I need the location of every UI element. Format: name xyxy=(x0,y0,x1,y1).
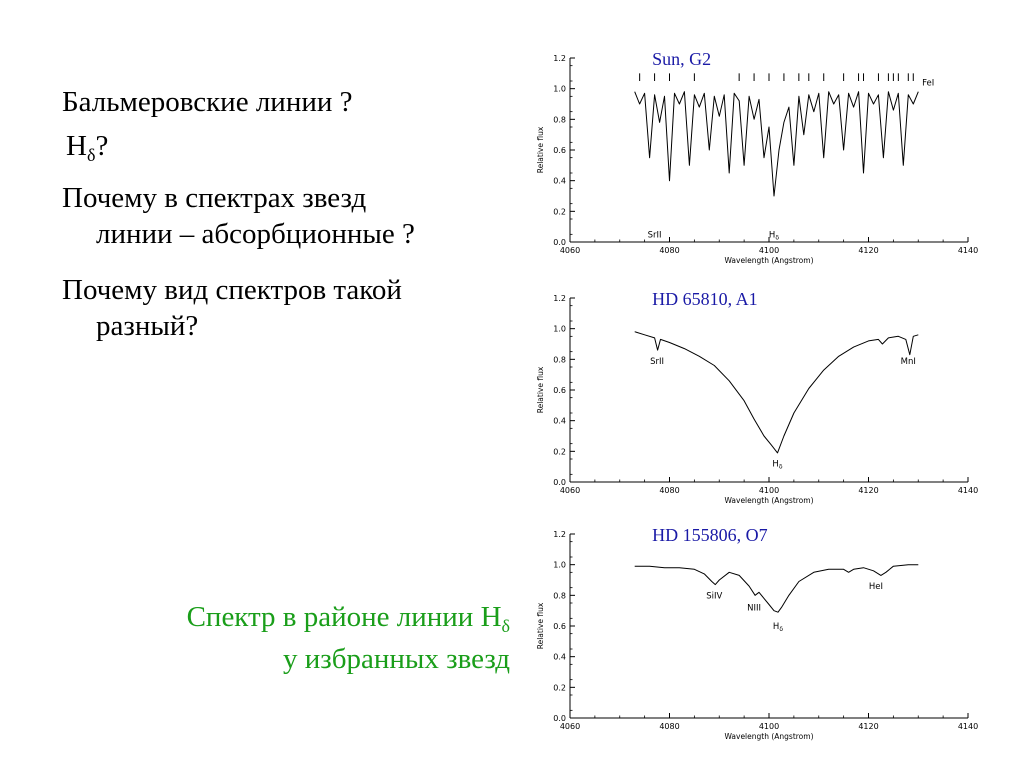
x-axis-label: Wavelength (Angstrom) xyxy=(724,732,813,741)
y-tick-label: 0.0 xyxy=(553,478,566,487)
question-variety: Почему вид спектров такой разный? xyxy=(62,272,402,344)
y-tick-label: 1.0 xyxy=(553,561,566,570)
question-balmer: Бальмеровские линии ? xyxy=(62,86,353,118)
line-label: SrII xyxy=(650,357,664,367)
x-tick-label: 4100 xyxy=(759,246,779,255)
y-axis-label: Relative flux xyxy=(536,602,545,649)
x-tick-label: 4120 xyxy=(858,722,878,731)
x-tick-label: 4140 xyxy=(958,722,978,731)
y-tick-label: 1.2 xyxy=(553,54,566,63)
line-label: NIII xyxy=(747,604,761,614)
question-absorption-line2: линии – абсорбционные ? xyxy=(96,218,415,250)
x-axis-label: Wavelength (Angstrom) xyxy=(724,496,813,505)
y-tick-label: 0.4 xyxy=(553,417,566,426)
caption-main: Спектр в районе линии H xyxy=(186,601,502,633)
star-label: Sun, G2 xyxy=(652,49,711,69)
y-axis-label: Relative flux xyxy=(536,126,545,173)
caption-line2: у избранных звезд xyxy=(282,643,510,675)
y-tick-label: 0.6 xyxy=(553,622,566,631)
line-label: MnI xyxy=(901,357,916,367)
x-tick-label: 4060 xyxy=(560,722,580,731)
spectrum-line xyxy=(634,331,919,454)
spectrum-plot-sun: 0.0 0.2 0.4 0.6 0.8 1.0 1.2 4060 4080 4100 4120 414… xyxy=(530,40,990,278)
x-tick-label: 4120 xyxy=(858,246,878,255)
caption-line1: Спектр в районе линии Hδ xyxy=(187,598,510,645)
line-label: Hδ xyxy=(773,622,783,633)
y-tick-label: 0.4 xyxy=(553,177,566,186)
y-tick-label: 1.0 xyxy=(553,85,566,94)
x-tick-label: 4120 xyxy=(858,486,878,495)
x-tick-label: 4100 xyxy=(759,486,779,495)
y-tick-label: 1.2 xyxy=(553,530,566,539)
spectrum-line xyxy=(634,564,919,613)
line-label: SiIV xyxy=(706,591,722,601)
h-delta-question-mark: ? xyxy=(95,130,109,162)
x-axis-label: Wavelength (Angstrom) xyxy=(724,256,813,265)
y-tick-label: 0.2 xyxy=(553,207,566,216)
spectrum-plot-hd65810: 0.0 0.2 0.4 0.6 0.8 1.0 1.2 4060 4080 4100 4120 414… xyxy=(530,280,990,518)
question-h-delta: Hδ? xyxy=(66,128,108,173)
h-delta-letter: H xyxy=(66,130,87,162)
y-tick-label: 0.0 xyxy=(553,238,566,247)
x-tick-label: 4100 xyxy=(759,722,779,731)
question-absorption: Почему в спектрах звезд линии – абсорбци… xyxy=(62,180,415,252)
y-tick-label: 0.6 xyxy=(553,386,566,395)
y-tick-label: 0.2 xyxy=(553,683,566,692)
y-tick-label: 0.4 xyxy=(553,653,566,662)
spectrum-svg-hd65810: 0.0 0.2 0.4 0.6 0.8 1.0 1.2 4060 4080 4100 4120 414… xyxy=(536,289,978,505)
y-tick-label: 0.2 xyxy=(553,447,566,456)
line-label: Hδ xyxy=(772,460,782,471)
line-label: SrII xyxy=(648,230,662,240)
h-delta-subscript: δ xyxy=(86,145,96,165)
y-tick-label: 1.0 xyxy=(553,325,566,334)
x-tick-label: 4080 xyxy=(659,246,679,255)
x-tick-label: 4060 xyxy=(560,486,580,495)
x-tick-label: 4140 xyxy=(958,486,978,495)
spectrum-svg-sun: 0.0 0.2 0.4 0.6 0.8 1.0 1.2 4060 4080 4100 4120 414… xyxy=(536,49,978,265)
y-tick-label: 0.6 xyxy=(553,146,566,155)
caption-subscript: δ xyxy=(501,616,510,636)
x-tick-label: 4140 xyxy=(958,246,978,255)
x-tick-label: 4080 xyxy=(659,722,679,731)
y-tick-label: 1.2 xyxy=(553,294,566,303)
y-tick-label: 0.0 xyxy=(553,714,566,723)
question-absorption-line1: Почему в спектрах звезд xyxy=(62,182,367,214)
y-axis-label: Relative flux xyxy=(536,366,545,413)
star-label: HD 155806, O7 xyxy=(652,525,768,545)
y-tick-label: 0.8 xyxy=(553,115,566,124)
x-tick-label: 4060 xyxy=(560,246,580,255)
line-label: HeI xyxy=(869,582,883,592)
line-label: FeI xyxy=(922,79,934,89)
spectrum-svg-hd155806: 0.0 0.2 0.4 0.6 0.8 1.0 1.2 4060 4080 4100 4120 414… xyxy=(536,525,978,741)
y-tick-label: 0.8 xyxy=(553,355,566,364)
x-tick-label: 4080 xyxy=(659,486,679,495)
question-variety-line2: разный? xyxy=(96,310,199,342)
y-tick-label: 0.8 xyxy=(553,591,566,600)
line-label: Hδ xyxy=(769,230,779,241)
question-variety-line1: Почему вид спектров такой xyxy=(62,274,402,306)
spectrum-line xyxy=(634,91,919,197)
star-label: HD 65810, A1 xyxy=(652,289,758,309)
spectrum-plot-hd155806: 0.0 0.2 0.4 0.6 0.8 1.0 1.2 4060 4080 4100 4120 414… xyxy=(530,516,990,754)
